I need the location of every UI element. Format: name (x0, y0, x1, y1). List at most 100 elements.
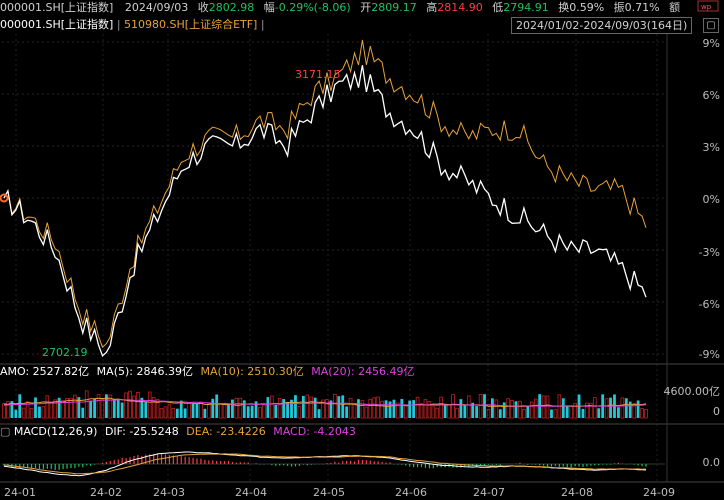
volume-bar (140, 397, 144, 418)
macd-histogram-bar (361, 459, 364, 464)
volume-bar (10, 401, 14, 418)
legend-series-etf[interactable]: 510980.SH[上证综合ETF] (124, 18, 258, 31)
quote-header: 000001.SH[上证指数] 2024/09/03 收2802.98 幅-0.… (0, 0, 724, 16)
start-marker (0, 193, 9, 203)
macd-histogram-bar (334, 461, 336, 464)
volume-bar (81, 407, 85, 418)
turnover-value: 0.59% (569, 1, 605, 14)
volume-bar (195, 403, 199, 418)
volume-bar (105, 394, 108, 418)
volume-bar (305, 394, 310, 419)
x-tick: 24-02 (90, 486, 122, 499)
volume-bar (116, 398, 120, 418)
macd-histogram-bar (546, 464, 549, 467)
volume-bar (526, 405, 530, 418)
macd-histogram-bar (468, 464, 470, 468)
macd-histogram-bar (586, 464, 588, 467)
macd-histogram-bar (582, 464, 584, 467)
macd-histogram-bar (330, 462, 332, 464)
volume-bar (231, 399, 234, 418)
macd-title: MACD(12,26,9) (13, 425, 98, 438)
legend-series-index[interactable]: 000001.SH[上证指数] (0, 18, 114, 31)
macd-histogram-bar (204, 459, 206, 464)
macd-histogram-bar (30, 464, 33, 469)
volume-bar (258, 406, 262, 419)
macd-histogram-bar (369, 460, 371, 464)
macd-histogram-bar (602, 464, 604, 465)
volume-bar (250, 405, 254, 418)
volume-bar (270, 395, 274, 419)
volume-bar (506, 398, 510, 419)
macd-histogram-bar (38, 464, 41, 470)
low-label: 低 (492, 1, 504, 14)
macd-histogram-bar (409, 464, 411, 467)
volume-bar (179, 400, 183, 418)
macd-histogram-bar (641, 464, 643, 467)
macd-histogram-bar (460, 464, 462, 468)
amo-legend: AMO: 2527.82亿 MA(5): 2846.39亿 MA(10): 25… (0, 364, 724, 380)
macd-dif: DIF: -25.5248 (104, 425, 179, 438)
macd-histogram-bar (350, 460, 352, 464)
macd-histogram-bar (78, 464, 80, 467)
volume-bar (510, 399, 514, 419)
macd-histogram-bar (231, 461, 234, 464)
volume-bar (443, 404, 447, 418)
macd-settings-icon[interactable]: ▢ (0, 425, 14, 438)
volume-bar (238, 397, 243, 419)
volume-bar (147, 391, 152, 419)
macd-histogram-bar (101, 462, 104, 464)
volume-bar (463, 404, 467, 418)
x-tick: 24-06 (395, 486, 427, 499)
security-code[interactable]: 000001.SH[上证指数] (0, 1, 114, 14)
volume-bar (478, 393, 483, 419)
volume-bar (514, 401, 518, 418)
volume-bar (597, 408, 601, 418)
macd-histogram-bar (82, 464, 84, 468)
x-tick: 24-05 (313, 486, 345, 499)
macd-histogram-bar (353, 461, 356, 464)
volume-bar (301, 395, 305, 418)
chart-canvas[interactable] (0, 34, 724, 484)
volume-bar (96, 394, 101, 419)
volume-bar (475, 406, 479, 418)
macd-histogram-bar (220, 461, 222, 464)
volume-bar (183, 408, 187, 418)
volume-bar (25, 401, 30, 419)
volume-bar (18, 394, 22, 418)
macd-histogram-bar (290, 464, 293, 467)
volume-bar (199, 401, 203, 419)
volume-bar (159, 408, 164, 419)
macd-histogram-bar (208, 460, 210, 464)
macd-histogram-bar (188, 457, 190, 464)
volume-bar (167, 404, 172, 419)
macd-histogram-bar (46, 464, 48, 469)
svg-text:wp: wp (701, 3, 712, 11)
x-tick: 24-04 (235, 486, 267, 499)
volume-bar (45, 395, 50, 419)
macd-histogram-bar (121, 457, 123, 464)
macd-histogram-bar (271, 464, 273, 466)
volume-bar (222, 404, 227, 419)
range-toggle-button[interactable]: ▢ (703, 18, 719, 33)
volume-bar (175, 408, 179, 418)
y-label-0: 0% (702, 193, 720, 206)
volume-bar (234, 397, 239, 419)
macd-histogram-bar (539, 464, 541, 466)
index-series-line (3, 65, 647, 358)
macd-histogram-bar (168, 455, 171, 464)
macd-histogram-bar (397, 464, 399, 465)
macd-histogram-bar (255, 463, 257, 464)
date-range-selector[interactable]: 2024/01/02-2024/09/03(164日) (511, 17, 693, 34)
low-value: 2794.91 (503, 1, 549, 14)
macd-histogram-bar (621, 463, 623, 464)
volume-bar (21, 407, 26, 419)
macd-histogram-bar (27, 464, 29, 469)
volume-bar (61, 400, 65, 419)
toolbar-icon[interactable]: wp (697, 0, 721, 14)
macd-histogram-bar (495, 464, 497, 465)
macd-histogram-bar (338, 462, 340, 464)
macd-histogram-bar (519, 462, 521, 464)
ma20-value: MA(20): 2456.49亿 (311, 365, 415, 378)
macd-histogram-bar (405, 464, 407, 466)
volume-bar (384, 400, 388, 418)
